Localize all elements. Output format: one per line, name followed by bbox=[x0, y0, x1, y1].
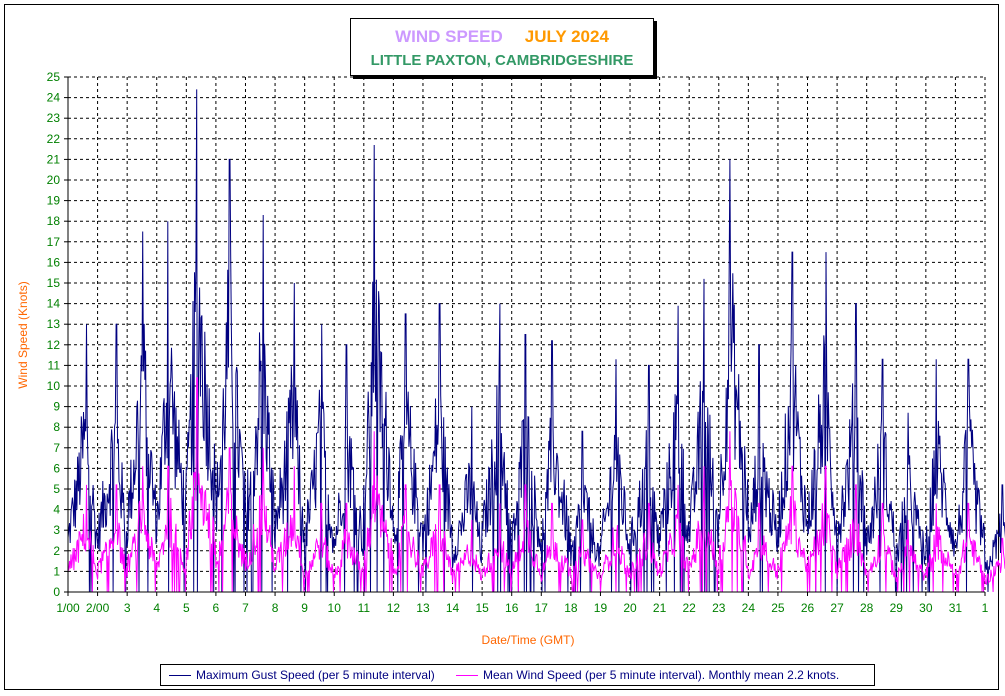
gust-line bbox=[67, 89, 1005, 593]
legend-swatch-mean bbox=[456, 675, 478, 677]
y-tick-label: 2 bbox=[53, 544, 60, 558]
x-tick-label: 18 bbox=[564, 601, 578, 615]
x-tick-label: 22 bbox=[683, 601, 697, 615]
x-tick-label: 16 bbox=[505, 601, 519, 615]
x-tick-label: 13 bbox=[416, 601, 430, 615]
mean-line bbox=[67, 377, 1005, 593]
legend-label-mean: Mean Wind Speed (per 5 minute interval).… bbox=[483, 668, 840, 682]
x-tick-label: 21 bbox=[653, 601, 667, 615]
x-tick-label: 12 bbox=[387, 601, 401, 615]
x-tick-label: 8 bbox=[272, 601, 279, 615]
x-tick-label: 30 bbox=[919, 601, 933, 615]
x-tick-label: 28 bbox=[860, 601, 874, 615]
x-tick-label: 17 bbox=[535, 601, 549, 615]
y-tick-label: 23 bbox=[47, 111, 61, 125]
y-tick-label: 24 bbox=[47, 91, 61, 105]
gust-series bbox=[67, 89, 1005, 593]
y-tick-label: 15 bbox=[47, 276, 61, 290]
x-tick-label: 15 bbox=[475, 601, 489, 615]
y-tick-label: 18 bbox=[47, 214, 61, 228]
chart-title-box: WIND SPEED JULY 2024 LITTLE PAXTON, CAMBR… bbox=[350, 18, 654, 76]
y-tick-label: 10 bbox=[47, 379, 61, 393]
y-tick-label: 17 bbox=[47, 235, 61, 249]
title-month: JULY 2024 bbox=[524, 27, 609, 46]
x-tick-label: 27 bbox=[830, 601, 844, 615]
x-tick-label: 10 bbox=[328, 601, 342, 615]
x-tick-label: 1 bbox=[982, 601, 989, 615]
x-tick-label: 1/00 bbox=[56, 601, 80, 615]
x-tick-label: 11 bbox=[358, 601, 371, 615]
x-tick-label: 19 bbox=[594, 601, 608, 615]
y-tick-label: 4 bbox=[53, 503, 60, 517]
legend-swatch-gust bbox=[169, 675, 191, 677]
y-tick-label: 19 bbox=[47, 194, 61, 208]
x-tick-label: 26 bbox=[801, 601, 815, 615]
y-tick-label: 22 bbox=[47, 132, 61, 146]
x-tick-label: 5 bbox=[183, 601, 190, 615]
x-tick-label: 7 bbox=[242, 601, 249, 615]
y-tick-label: 9 bbox=[53, 400, 60, 414]
x-tick-label: 24 bbox=[742, 601, 756, 615]
y-tick-label: 0 bbox=[53, 585, 60, 599]
y-tick-label: 1 bbox=[53, 564, 60, 578]
x-tick-label: 29 bbox=[890, 601, 904, 615]
legend-label-gust: Maximum Gust Speed (per 5 minute interva… bbox=[196, 668, 435, 682]
x-tick-label: 4 bbox=[153, 601, 160, 615]
y-tick-label: 21 bbox=[47, 152, 61, 166]
y-tick-label: 12 bbox=[47, 338, 61, 352]
y-tick-label: 11 bbox=[48, 358, 61, 372]
y-tick-label: 25 bbox=[47, 70, 61, 84]
x-tick-label: 31 bbox=[949, 601, 963, 615]
chart-subtitle: LITTLE PAXTON, CAMBRIDGESHIRE bbox=[370, 52, 634, 69]
y-tick-label: 13 bbox=[47, 317, 61, 331]
chart-title: WIND SPEED JULY 2024 bbox=[351, 27, 653, 47]
y-tick-label: 6 bbox=[53, 461, 60, 475]
x-tick-label: 20 bbox=[623, 601, 637, 615]
y-tick-label: 5 bbox=[53, 482, 60, 496]
x-tick-label: 3 bbox=[124, 601, 131, 615]
x-tick-label: 25 bbox=[771, 601, 785, 615]
x-tick-label: 2/00 bbox=[86, 601, 110, 615]
x-tick-label: 6 bbox=[213, 601, 220, 615]
y-tick-label: 7 bbox=[53, 441, 60, 455]
y-tick-label: 8 bbox=[53, 420, 60, 434]
x-tick-label: 23 bbox=[712, 601, 726, 615]
y-tick-label: 20 bbox=[47, 173, 61, 187]
legend-item-mean: Mean Wind Speed (per 5 minute interval).… bbox=[456, 668, 839, 682]
x-axis-label: Date/Time (GMT) bbox=[482, 633, 575, 647]
y-tick-label: 14 bbox=[47, 297, 61, 311]
x-tick-label: 9 bbox=[301, 601, 308, 615]
y-tick-label: 3 bbox=[53, 523, 60, 537]
y-tick-label: 16 bbox=[47, 255, 61, 269]
title-wind-speed: WIND SPEED bbox=[395, 27, 503, 46]
legend: Maximum Gust Speed (per 5 minute interva… bbox=[160, 664, 875, 686]
x-tick-label: 14 bbox=[446, 601, 460, 615]
legend-item-gust: Maximum Gust Speed (per 5 minute interva… bbox=[169, 668, 435, 682]
y-axis-label: Wind Speed (Knots) bbox=[16, 281, 30, 388]
mean-series bbox=[67, 377, 1005, 593]
